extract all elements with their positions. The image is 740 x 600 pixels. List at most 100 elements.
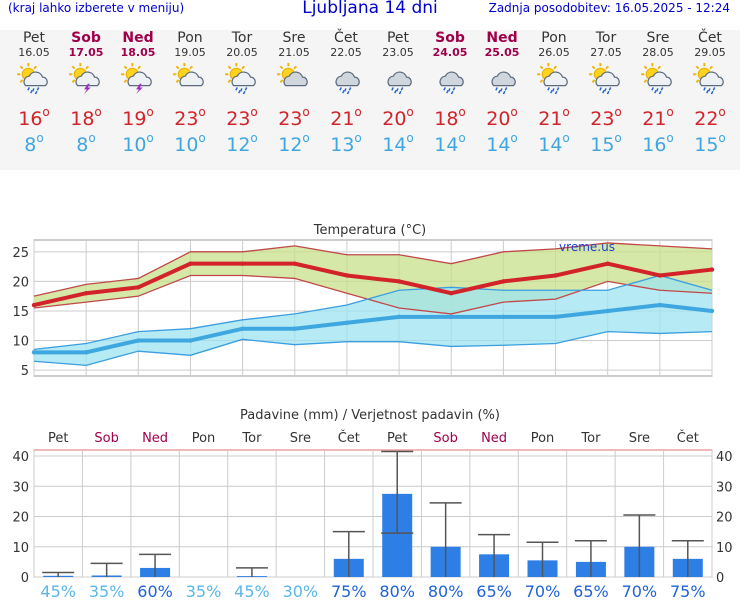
tmin-point <box>553 314 558 320</box>
forecast-day: Ned 18.05 19o 10o <box>112 30 164 156</box>
tmin-point <box>83 350 89 355</box>
precip-probability: 45% <box>234 582 270 600</box>
tmin-point <box>31 350 37 355</box>
day-date: 19.05 <box>174 46 206 59</box>
sun-cloud-icon <box>173 63 204 87</box>
lightning-shape <box>136 83 143 95</box>
location-hint[interactable]: (kraj lahko izberete v meniju) <box>8 1 185 15</box>
day-date: 21.05 <box>278 46 310 59</box>
precip-probability: 65% <box>476 582 512 600</box>
tmin-point <box>449 314 454 320</box>
tmin-point <box>188 338 193 343</box>
degree-sign: o <box>458 105 466 119</box>
day-name: Sob <box>435 30 465 46</box>
temp-min-value: 15 <box>590 134 615 156</box>
temp-max: 20o <box>476 101 528 130</box>
tmax-point <box>449 291 454 296</box>
day-date: 23.05 <box>382 46 414 59</box>
temp-max: 23o <box>580 101 632 130</box>
precip-probability: 70% <box>622 582 658 600</box>
temp-min-value: 16 <box>642 134 667 156</box>
temp-max-value: 23 <box>590 108 615 130</box>
day-name: Tor <box>595 30 617 46</box>
degree-sign: o <box>354 131 362 145</box>
degree-sign: o <box>250 131 258 145</box>
temp-max: 18o <box>60 101 112 130</box>
temp-max-value: 21 <box>642 108 667 130</box>
precip-day-label: Sre <box>629 431 650 446</box>
forecast-day: Pet 16.05 16o 8o <box>8 30 60 156</box>
tmin-point <box>709 308 715 314</box>
page-title: Ljubljana 14 dni <box>302 0 438 18</box>
temp-min: 8o <box>60 127 112 156</box>
cloud-shape <box>543 71 568 95</box>
temp-min-value: 10 <box>122 134 147 156</box>
tmax-point <box>292 261 297 266</box>
tmax-point <box>188 261 193 266</box>
precip-y-tick-left: 0 <box>21 571 29 586</box>
temp-y-tick: 10 <box>12 335 29 350</box>
day-name: Tor <box>231 30 253 46</box>
degree-sign: o <box>614 105 622 119</box>
sun-cloud-rain-icon <box>225 63 256 95</box>
temp-min: 14o <box>476 127 528 156</box>
sun-cloud-thunder-icon <box>121 63 152 95</box>
degree-sign: o <box>94 105 102 119</box>
degree-sign: o <box>302 105 310 119</box>
degree-sign: o <box>666 131 674 145</box>
precip-day-label: Pet <box>48 431 68 446</box>
tmax-point <box>31 302 37 308</box>
precip-y-tick-right: 10 <box>716 541 733 556</box>
temp-min: 14o <box>372 127 424 156</box>
forecast-day: Pon 26.05 21o 14o <box>528 30 580 156</box>
temp-max-value: 21 <box>330 108 355 130</box>
degree-sign: o <box>406 105 414 119</box>
tmax-point <box>553 273 558 278</box>
temp-min-value: 12 <box>278 134 303 156</box>
forecast-day: Čet 22.05 21o 13o <box>320 30 372 156</box>
tmin-point <box>344 320 350 325</box>
precip-probability: 35% <box>89 582 125 600</box>
degree-sign: o <box>42 105 50 119</box>
forecast-day: Sob 24.05 18o 14o <box>424 30 476 156</box>
tmax-point <box>709 267 715 272</box>
forecast-day: Pet 23.05 20o 14o <box>372 30 424 156</box>
temp-min-value: 14 <box>486 134 511 156</box>
cloud-shape <box>595 71 620 95</box>
temp-max-value: 23 <box>174 108 199 130</box>
temp-min: 12o <box>268 127 320 156</box>
temp-max: 20o <box>372 101 424 130</box>
day-date: 29.05 <box>694 46 726 59</box>
watermark: vreme.us <box>559 240 615 254</box>
sun-cloud-rain-icon <box>17 63 48 95</box>
tmin-point <box>657 302 663 308</box>
cloud-shape <box>283 71 308 87</box>
day-date: 16.05 <box>18 46 50 59</box>
degree-sign: o <box>198 131 206 145</box>
degree-sign: o <box>510 131 518 145</box>
precip-day-label: Sob <box>94 431 118 446</box>
temp-max: 23o <box>268 101 320 130</box>
precip-day-label: Tor <box>580 431 601 446</box>
temp-chart-title: Temperatura (°C) <box>313 223 426 238</box>
forecast-day: Tor 27.05 23o 15o <box>580 30 632 156</box>
day-name: Čet <box>334 30 358 46</box>
degree-sign: o <box>562 105 570 119</box>
sun-cloud-rain-icon <box>641 63 672 95</box>
degree-sign: o <box>718 131 726 145</box>
temp-max: 21o <box>632 101 684 130</box>
temp-max: 22o <box>684 101 736 130</box>
tmax-range-upper <box>33 242 713 297</box>
header: (kraj lahko izberete v meniju) Ljubljana… <box>0 0 740 22</box>
cloud-shape <box>491 71 516 95</box>
temp-max: 18o <box>424 101 476 130</box>
tmax-series-line <box>33 261 713 307</box>
temp-min-value: 13 <box>330 134 355 156</box>
precip-probability: 80% <box>379 582 415 600</box>
day-name: Čet <box>698 30 722 46</box>
temp-min: 10o <box>164 127 216 156</box>
degree-sign: o <box>88 131 96 145</box>
temp-min-value: 12 <box>226 134 251 156</box>
degree-sign: o <box>146 105 154 119</box>
temp-min-value: 8 <box>76 134 89 156</box>
